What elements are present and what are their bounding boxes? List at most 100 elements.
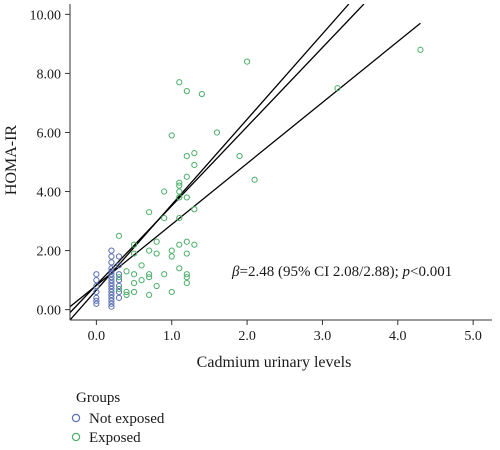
data-point-exposed: [153, 282, 160, 290]
x-tick-label: 5.0: [464, 329, 482, 344]
data-point-not-exposed: [108, 271, 115, 278]
data-point-exposed: [213, 129, 221, 136]
data-point-exposed: [183, 250, 190, 257]
data-point-exposed: [176, 182, 183, 189]
data-point-exposed: [115, 285, 123, 293]
data-point-not-exposed: [108, 303, 115, 310]
beta-symbol: β: [231, 264, 240, 280]
x-tick-label: 4.0: [389, 329, 407, 344]
data-point-exposed: [146, 274, 153, 281]
legend-marker-exposed: [71, 432, 81, 442]
data-point-not-exposed: [93, 297, 100, 304]
legend: Groups Not exposed Exposed: [71, 390, 165, 446]
beta-value: =2.48 (95% CI 2.08/2.88);: [239, 264, 402, 280]
data-point-exposed: [183, 152, 190, 160]
data-point-not-exposed: [115, 294, 123, 301]
data-point-exposed: [168, 253, 175, 260]
data-point-not-exposed: [93, 271, 100, 278]
data-point-exposed: [168, 288, 175, 296]
data-point-exposed: [191, 206, 198, 213]
data-point-exposed: [183, 279, 190, 287]
regression-lines: [70, 4, 421, 320]
data-point-exposed: [236, 152, 243, 160]
legend-label-exposed: Exposed: [89, 430, 141, 446]
data-point-exposed: [138, 262, 145, 269]
axis-ticks: 0.0 1.0 2.0 3.0 4.0 5.0 0.00 2.00 4.00 6.00 8.00 10…: [30, 8, 482, 344]
data-point-not-exposed: [108, 253, 115, 260]
data-point-exposed: [176, 194, 183, 201]
data-point-exposed: [130, 250, 138, 257]
x-tick-label: 3.0: [314, 329, 332, 344]
data-point-exposed: [115, 232, 123, 239]
p-symbol: p: [402, 264, 411, 280]
data-point-not-exposed: [108, 291, 115, 298]
data-point-not-exposed: [115, 262, 123, 269]
data-point-exposed: [176, 241, 183, 248]
y-tick-label: 8.00: [37, 67, 62, 82]
data-point-not-exposed: [108, 247, 115, 254]
legend-title: Groups: [76, 390, 120, 406]
data-point-exposed: [161, 188, 168, 195]
y-tick-label: 6.00: [37, 126, 62, 141]
data-point-exposed: [191, 150, 198, 157]
data-point-exposed: [146, 209, 153, 216]
data-point-not-exposed: [108, 297, 115, 304]
data-point-exposed: [130, 279, 138, 287]
data-point-not-exposed: [108, 300, 115, 307]
data-point-not-exposed: [93, 282, 100, 290]
x-axis-title: Cadmium urinary levels: [197, 354, 352, 371]
data-point-exposed: [161, 271, 168, 278]
data-point-exposed: [115, 274, 123, 281]
lower-ci-line: [70, 22, 421, 308]
data-point-exposed: [146, 247, 153, 254]
data-point-exposed: [191, 241, 198, 248]
data-point-not-exposed: [93, 288, 100, 296]
data-point-exposed: [168, 132, 175, 139]
data-point-exposed: [183, 194, 190, 201]
data-point-exposed: [168, 247, 175, 254]
data-point-exposed: [130, 241, 138, 248]
data-point-exposed: [191, 161, 198, 169]
data-point-exposed: [183, 173, 190, 180]
data-point-exposed: [153, 238, 160, 245]
data-point-exposed: [176, 179, 183, 186]
y-axis-title: HOMA-IR: [3, 125, 20, 196]
legend-label-not-exposed: Not exposed: [89, 411, 165, 427]
y-tick-label: 4.00: [37, 186, 62, 201]
data-point-not-exposed: [108, 288, 115, 296]
y-tick-label: 0.00: [37, 304, 62, 319]
data-point-not-exposed: [115, 288, 123, 296]
data-point-exposed: [183, 238, 190, 245]
x-tick-label: 2.0: [238, 329, 256, 344]
data-point-not-exposed: [108, 265, 115, 272]
legend-marker-not-exposed: [71, 413, 81, 423]
data-point-exposed: [198, 90, 205, 98]
data-point-exposed: [153, 250, 160, 257]
data-point-not-exposed: [93, 300, 100, 307]
data-point-not-exposed: [108, 277, 115, 284]
p-value: <0.001: [410, 264, 452, 280]
x-tick-label: 0.0: [88, 329, 106, 344]
data-point-exposed: [417, 46, 424, 53]
data-point-exposed: [176, 188, 183, 195]
data-point-not-exposed: [108, 259, 115, 266]
data-point-exposed: [123, 291, 130, 298]
data-point-not-exposed: [108, 285, 115, 293]
axes: [69, 4, 492, 321]
data-point-not-exposed: [108, 282, 115, 290]
data-point-exposed: [251, 176, 258, 183]
data-point-not-exposed: [108, 294, 115, 301]
data-point-exposed: [123, 288, 130, 296]
data-point-not-exposed: [108, 274, 115, 281]
data-point-exposed: [146, 271, 153, 278]
data-point-exposed: [334, 85, 341, 92]
data-point-not-exposed: [93, 277, 100, 284]
data-point-exposed: [130, 271, 138, 278]
data-points: [93, 46, 424, 310]
data-point-not-exposed: [93, 294, 100, 301]
data-point-exposed: [146, 291, 153, 298]
x-tick-label: 1.0: [163, 329, 181, 344]
data-point-not-exposed: [115, 282, 123, 290]
data-point-exposed: [176, 79, 183, 86]
